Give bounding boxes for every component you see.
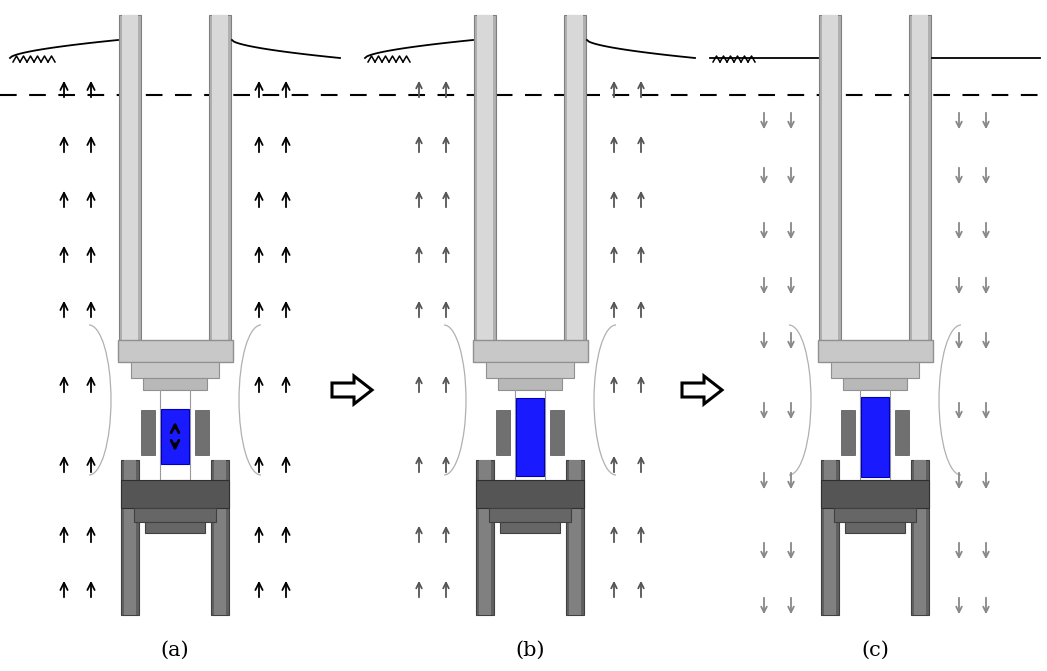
Bar	[195, 410, 209, 455]
Bar	[824, 460, 836, 615]
Bar	[476, 480, 584, 508]
Bar	[124, 460, 136, 615]
Bar	[822, 15, 838, 340]
Bar	[160, 390, 190, 480]
Text: (c): (c)	[861, 641, 889, 660]
Bar	[486, 362, 574, 378]
Bar	[841, 410, 855, 455]
Bar	[209, 15, 231, 340]
Bar	[496, 410, 510, 455]
Bar	[914, 460, 926, 615]
Bar	[134, 508, 216, 522]
Bar	[909, 15, 931, 340]
Bar	[831, 362, 919, 378]
Bar	[478, 460, 491, 615]
Bar	[474, 15, 496, 340]
Bar	[121, 480, 229, 508]
Bar	[500, 522, 560, 533]
Bar	[131, 362, 219, 378]
Bar	[861, 397, 889, 477]
Bar	[550, 410, 564, 455]
Bar	[843, 378, 907, 390]
Bar	[821, 480, 929, 508]
Text: (b): (b)	[515, 641, 544, 660]
Bar	[516, 398, 544, 476]
Bar	[895, 410, 909, 455]
Polygon shape	[332, 376, 372, 404]
Bar	[845, 522, 905, 533]
Bar	[912, 15, 928, 340]
Bar	[569, 460, 581, 615]
Bar	[119, 15, 141, 340]
Bar	[211, 460, 229, 615]
Bar	[214, 460, 226, 615]
Bar	[161, 409, 190, 464]
Bar	[473, 340, 588, 362]
Bar	[489, 508, 571, 522]
Bar	[860, 390, 890, 480]
Bar	[515, 390, 545, 480]
Bar	[564, 15, 586, 340]
Bar	[144, 522, 205, 533]
Bar	[566, 460, 584, 615]
Bar	[821, 460, 839, 615]
Bar	[819, 15, 841, 340]
Bar	[143, 378, 207, 390]
Bar	[477, 15, 493, 340]
Polygon shape	[682, 376, 722, 404]
Bar	[834, 508, 916, 522]
Text: (a): (a)	[160, 641, 190, 660]
Bar	[818, 340, 933, 362]
Bar	[567, 15, 583, 340]
Bar	[476, 460, 494, 615]
Bar	[498, 378, 562, 390]
Bar	[141, 410, 155, 455]
Bar	[118, 340, 233, 362]
Bar	[911, 460, 929, 615]
Bar	[122, 15, 138, 340]
Bar	[121, 460, 139, 615]
Bar	[211, 15, 228, 340]
